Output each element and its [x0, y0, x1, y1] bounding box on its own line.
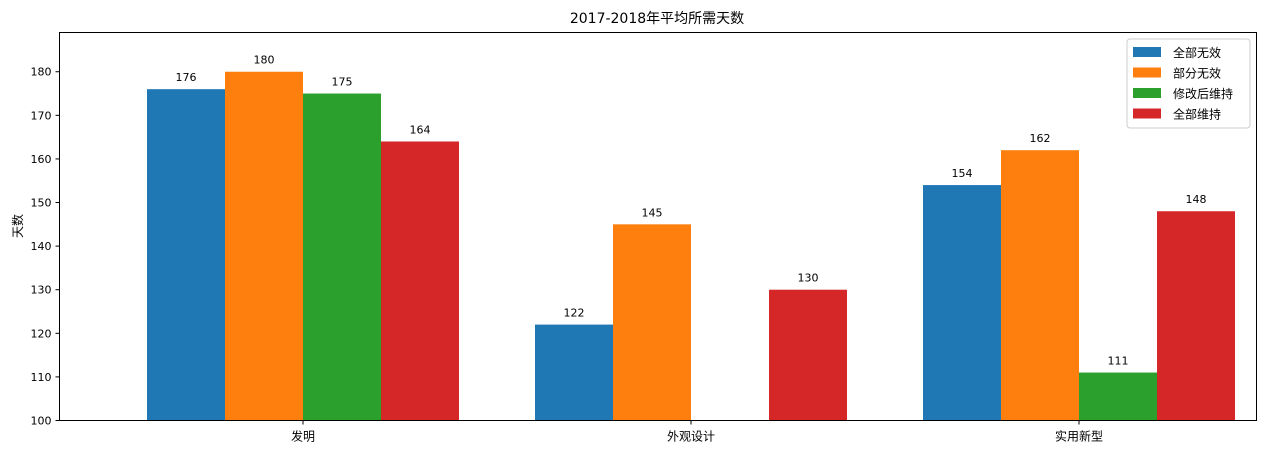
y-tick-label: 160 — [31, 153, 52, 166]
bar-value-label: 164 — [410, 123, 431, 136]
bar-value-label: 130 — [798, 272, 819, 285]
bar-value-label: 148 — [1186, 193, 1207, 206]
bar-value-label: 154 — [952, 167, 973, 180]
plot-frame — [59, 32, 1257, 421]
legend-swatch — [1133, 67, 1161, 78]
legend-swatch — [1133, 108, 1161, 119]
x-tick-label: 外观设计 — [667, 430, 715, 444]
bar — [613, 224, 691, 421]
bar — [535, 324, 613, 421]
chart-title: 2017-2018年平均所需天数 — [570, 11, 744, 27]
legend-swatch — [1133, 88, 1161, 98]
bar — [1001, 150, 1079, 421]
bar-value-label: 175 — [332, 76, 353, 89]
bar-value-label: 122 — [564, 307, 585, 320]
legend-label: 全部维持 — [1173, 107, 1221, 122]
bar-value-label: 162 — [1030, 132, 1051, 145]
y-tick-label: 110 — [31, 371, 52, 384]
bar — [923, 185, 1001, 421]
bar — [769, 289, 847, 421]
y-tick-label: 120 — [31, 327, 52, 340]
legend-label: 修改后维持 — [1173, 86, 1233, 101]
legend-label: 部分无效 — [1173, 66, 1221, 81]
y-tick-label: 180 — [31, 66, 52, 79]
x-tick-label: 发明 — [291, 429, 315, 444]
y-tick-label: 100 — [31, 415, 52, 428]
bar-value-label: 145 — [642, 206, 663, 219]
y-tick-label: 140 — [31, 240, 52, 253]
legend-label: 全部无效 — [1173, 45, 1221, 60]
bar — [381, 141, 459, 421]
bar-value-label: 180 — [254, 54, 275, 67]
bar — [1079, 372, 1157, 421]
bar-value-label: 111 — [1108, 355, 1129, 368]
bar-value-label: 176 — [176, 71, 197, 84]
legend-swatch — [1133, 47, 1161, 57]
bar — [225, 71, 303, 421]
bar — [147, 89, 225, 421]
y-tick-label: 130 — [31, 284, 52, 297]
bar — [303, 93, 381, 421]
legend-box — [1126, 38, 1251, 129]
y-tick-label: 150 — [31, 197, 52, 210]
y-axis-label: 天数 — [10, 214, 25, 238]
y-tick-label: 170 — [31, 109, 52, 122]
x-tick-label: 实用新型 — [1055, 429, 1103, 444]
bar — [1157, 211, 1235, 421]
